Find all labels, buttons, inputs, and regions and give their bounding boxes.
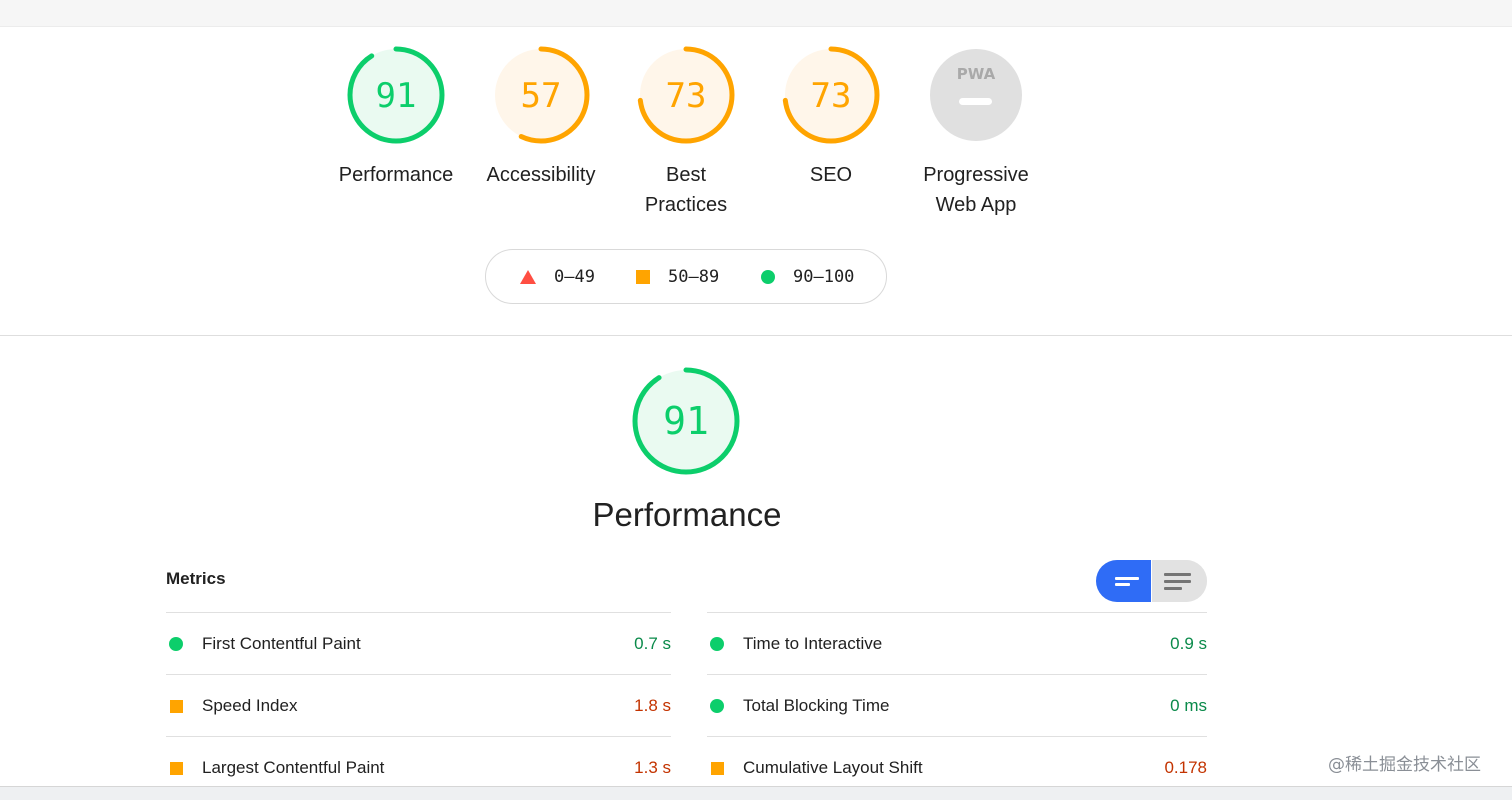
metric-row: Cumulative Layout Shift 0.178 xyxy=(707,736,1207,798)
gauge-arc xyxy=(632,367,740,475)
metric-value: 1.8 s xyxy=(634,696,671,715)
list-view-icon-line xyxy=(1164,580,1191,583)
gauge-arc xyxy=(492,46,590,144)
circle-icon xyxy=(710,699,724,713)
square-icon xyxy=(636,270,650,284)
metric-row: Total Blocking Time 0 ms xyxy=(707,674,1207,736)
metrics-right-column: Time to Interactive 0.9 s Total Blocking T… xyxy=(707,612,1207,798)
gauge-background xyxy=(785,49,877,141)
gauge-background xyxy=(635,370,737,472)
list-view-icon xyxy=(1164,573,1191,576)
metric-row: Speed Index 1.8 s xyxy=(166,674,671,736)
circle-icon xyxy=(710,637,724,651)
gauge-background xyxy=(350,49,442,141)
gauge-label: SEO xyxy=(809,164,853,186)
summary-view-button[interactable] xyxy=(1096,560,1151,602)
metrics-left-column: First Contentful Paint 0.7 s Speed Index 1.… xyxy=(166,612,671,798)
expanded-view-button[interactable] xyxy=(1151,560,1207,602)
score-legend: 0–49 50–89 90–100 xyxy=(485,249,887,304)
legend-pass-label: 90–100 xyxy=(793,267,855,287)
gauge-arc xyxy=(637,46,735,144)
gauge-background xyxy=(930,49,1022,141)
metric-row: Largest Contentful Paint 1.3 s xyxy=(166,736,671,798)
gauge-accessibility[interactable]: 57 Accessibility xyxy=(471,46,611,190)
metric-name: Largest Contentful Paint xyxy=(202,758,385,777)
gauge-score: 73 xyxy=(811,76,852,116)
metric-value: 1.3 s xyxy=(634,758,671,777)
metric-value: 0.9 s xyxy=(1170,634,1207,653)
gauge-score: 57 xyxy=(521,76,562,116)
metric-name: Total Blocking Time xyxy=(743,696,890,715)
metrics-title: Metrics xyxy=(166,569,226,588)
gauge-performance[interactable]: 91 Performance xyxy=(326,46,466,190)
metric-row: First Contentful Paint 0.7 s xyxy=(166,612,671,674)
gauge-score: 73 xyxy=(666,76,707,116)
gauge-label: Performance xyxy=(338,164,454,186)
gauge-label: Best Practices xyxy=(644,164,728,216)
gauge-arc xyxy=(347,46,445,144)
pwa-dash-icon xyxy=(959,98,992,105)
metric-value: 0.178 xyxy=(1164,758,1207,777)
legend-average: 50–89 xyxy=(636,267,719,287)
bottom-strip xyxy=(0,786,1512,800)
summary-view-icon-line xyxy=(1115,583,1130,586)
metric-row: Time to Interactive 0.9 s xyxy=(707,612,1207,674)
gauge-label: Progressive Web App xyxy=(923,164,1029,216)
gauge-best-practices[interactable]: 73 Best Practices xyxy=(616,46,756,220)
gauge-seo[interactable]: 73 SEO xyxy=(761,46,901,190)
list-view-icon-line xyxy=(1164,587,1182,590)
gauge-pwa[interactable]: PWA Progressive Web App xyxy=(906,46,1046,220)
gauge-label: Accessibility xyxy=(486,164,596,186)
metric-name: Cumulative Layout Shift xyxy=(743,758,923,777)
top-strip xyxy=(0,0,1512,27)
legend-average-label: 50–89 xyxy=(668,267,720,287)
view-toggle xyxy=(1096,560,1207,602)
metric-name: First Contentful Paint xyxy=(202,634,361,653)
gauge-background xyxy=(640,49,732,141)
performance-title: Performance xyxy=(592,496,782,533)
watermark: @稀土掘金技术社区 xyxy=(1328,755,1481,775)
legend-pass: 90–100 xyxy=(761,267,854,287)
gauge-score: 91 xyxy=(376,76,417,116)
circle-icon xyxy=(169,637,183,651)
metric-value: 0.7 s xyxy=(634,634,671,653)
pwa-badge-text: PWA xyxy=(957,65,996,83)
metric-value: 0 ms xyxy=(1170,696,1207,715)
summary-view-icon xyxy=(1115,577,1139,580)
square-icon xyxy=(170,700,183,713)
triangle-icon xyxy=(520,270,536,284)
metric-name: Time to Interactive xyxy=(743,634,883,653)
gauge-arc xyxy=(782,46,880,144)
legend-fail-label: 0–49 xyxy=(554,267,595,287)
performance-gauge-large: 91 xyxy=(631,366,741,476)
section-divider xyxy=(0,335,1512,336)
gauge-score: 91 xyxy=(663,399,709,443)
circle-icon xyxy=(761,270,775,284)
square-icon xyxy=(170,762,183,775)
square-icon xyxy=(711,762,724,775)
legend-fail: 0–49 xyxy=(520,267,595,287)
metric-name: Speed Index xyxy=(202,696,298,715)
gauge-background xyxy=(495,49,587,141)
